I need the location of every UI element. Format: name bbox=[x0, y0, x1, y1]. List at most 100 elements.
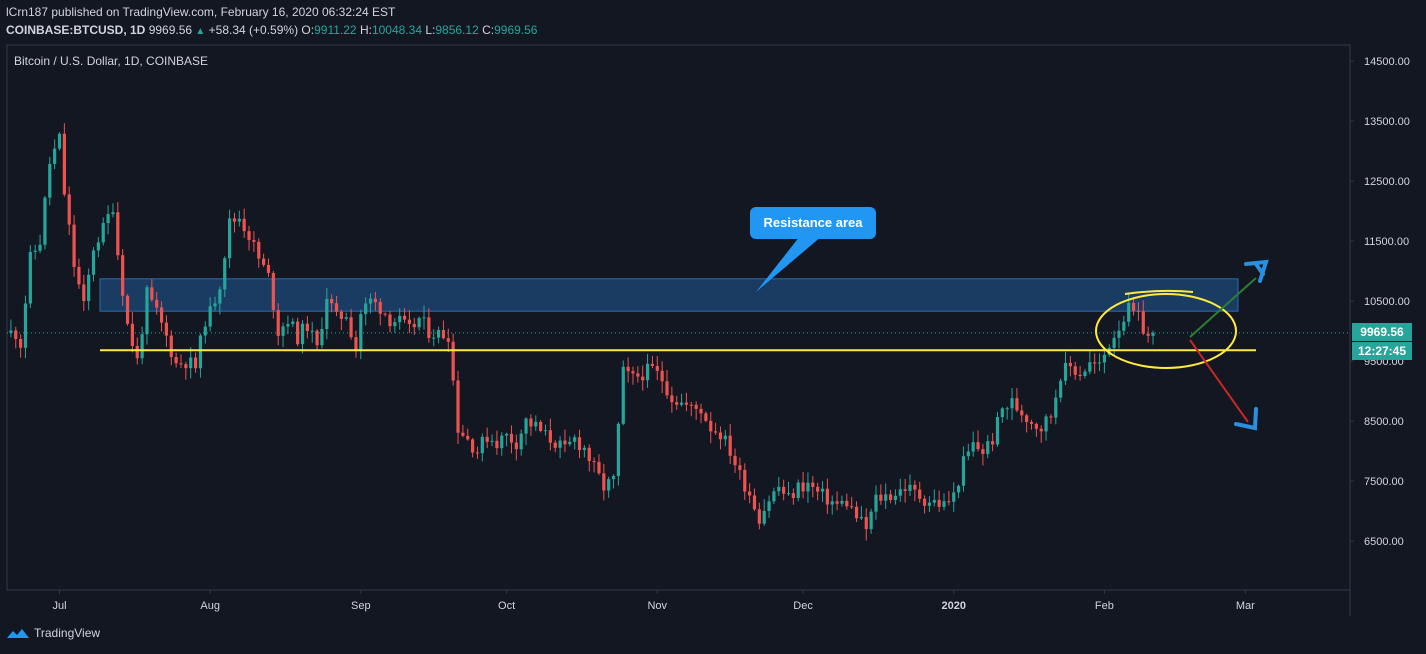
candle[interactable] bbox=[1083, 368, 1087, 379]
candle[interactable] bbox=[718, 426, 723, 450]
candle[interactable] bbox=[568, 436, 572, 447]
candle[interactable] bbox=[189, 347, 193, 379]
candle[interactable] bbox=[898, 478, 902, 502]
candle[interactable] bbox=[1020, 404, 1024, 423]
candle[interactable] bbox=[981, 443, 985, 466]
candle[interactable] bbox=[1097, 353, 1102, 372]
candle[interactable] bbox=[57, 132, 62, 151]
candle[interactable] bbox=[529, 414, 533, 436]
candle[interactable] bbox=[330, 294, 334, 313]
candle[interactable] bbox=[786, 481, 791, 496]
candle[interactable] bbox=[432, 329, 436, 347]
candle[interactable] bbox=[1122, 315, 1126, 336]
candle[interactable] bbox=[908, 474, 912, 496]
candle[interactable] bbox=[500, 432, 504, 456]
candle[interactable] bbox=[879, 484, 883, 505]
candle[interactable] bbox=[242, 208, 246, 238]
candle[interactable] bbox=[611, 474, 616, 489]
candle[interactable] bbox=[874, 485, 878, 520]
candle[interactable] bbox=[164, 315, 169, 347]
candle[interactable] bbox=[446, 328, 450, 353]
candle[interactable] bbox=[689, 401, 693, 417]
candle[interactable] bbox=[296, 317, 300, 347]
candle[interactable] bbox=[592, 457, 596, 473]
candle[interactable] bbox=[174, 352, 178, 368]
candle[interactable] bbox=[223, 256, 227, 298]
candle[interactable] bbox=[757, 502, 761, 530]
candle[interactable] bbox=[23, 295, 28, 359]
candle[interactable] bbox=[237, 210, 241, 227]
candle[interactable] bbox=[952, 482, 956, 512]
candle[interactable] bbox=[271, 271, 275, 319]
candle[interactable] bbox=[203, 321, 207, 344]
candle[interactable] bbox=[1078, 365, 1082, 381]
candle[interactable] bbox=[184, 361, 188, 380]
candle[interactable] bbox=[534, 415, 538, 431]
candle[interactable] bbox=[466, 428, 470, 441]
candle[interactable] bbox=[1039, 425, 1043, 443]
candle[interactable] bbox=[543, 424, 548, 436]
candle[interactable] bbox=[699, 403, 703, 424]
candle[interactable] bbox=[971, 431, 975, 457]
candle[interactable] bbox=[388, 311, 392, 333]
candle[interactable] bbox=[461, 424, 465, 438]
candle[interactable] bbox=[354, 330, 358, 358]
candle[interactable] bbox=[835, 491, 839, 511]
candle[interactable] bbox=[155, 291, 159, 315]
candle[interactable] bbox=[636, 366, 640, 383]
candle[interactable] bbox=[121, 249, 125, 306]
candle[interactable] bbox=[650, 355, 655, 369]
candle[interactable] bbox=[1127, 292, 1131, 327]
candle[interactable] bbox=[101, 217, 105, 246]
candle[interactable] bbox=[334, 295, 339, 317]
candle[interactable] bbox=[257, 238, 261, 268]
candle[interactable] bbox=[913, 480, 917, 502]
candle[interactable] bbox=[262, 253, 266, 267]
candle[interactable] bbox=[291, 318, 295, 328]
candle[interactable] bbox=[801, 471, 805, 499]
candle[interactable] bbox=[67, 186, 71, 236]
candle[interactable] bbox=[9, 319, 13, 338]
candle[interactable] bbox=[509, 425, 514, 454]
candle[interactable] bbox=[1141, 300, 1145, 336]
candle[interactable] bbox=[704, 411, 708, 423]
highlight-ellipse[interactable] bbox=[1095, 293, 1237, 369]
candle[interactable] bbox=[752, 488, 757, 512]
candle[interactable] bbox=[495, 430, 499, 456]
candle[interactable] bbox=[888, 489, 893, 504]
candle[interactable] bbox=[626, 357, 630, 383]
candle[interactable] bbox=[325, 287, 329, 340]
candle[interactable] bbox=[383, 312, 387, 317]
candle[interactable] bbox=[252, 231, 256, 252]
candle[interactable] bbox=[932, 489, 936, 507]
candle[interactable] bbox=[378, 298, 382, 326]
candle[interactable] bbox=[582, 445, 586, 458]
candle[interactable] bbox=[106, 205, 110, 235]
candle[interactable] bbox=[607, 476, 611, 498]
candle[interactable] bbox=[796, 479, 800, 502]
candle[interactable] bbox=[266, 258, 271, 277]
candle[interactable] bbox=[714, 422, 718, 435]
candle[interactable] bbox=[1136, 302, 1141, 321]
candle[interactable] bbox=[344, 312, 348, 321]
candle[interactable] bbox=[859, 505, 863, 521]
candle[interactable] bbox=[62, 123, 66, 197]
candle[interactable] bbox=[228, 209, 232, 268]
candle[interactable] bbox=[845, 493, 849, 510]
candle[interactable] bbox=[927, 496, 932, 513]
candle[interactable] bbox=[456, 370, 460, 445]
candle[interactable] bbox=[694, 401, 698, 420]
candle[interactable] bbox=[850, 496, 854, 510]
candle[interactable] bbox=[145, 285, 149, 345]
candle[interactable] bbox=[373, 291, 377, 311]
candle[interactable] bbox=[587, 444, 591, 472]
candle[interactable] bbox=[475, 446, 480, 459]
candle[interactable] bbox=[577, 429, 582, 459]
candle[interactable] bbox=[539, 419, 543, 433]
candle[interactable] bbox=[407, 310, 412, 334]
candle[interactable] bbox=[169, 330, 173, 366]
candle[interactable] bbox=[709, 412, 713, 444]
candle[interactable] bbox=[660, 361, 664, 394]
candle[interactable] bbox=[1117, 320, 1121, 349]
candle[interactable] bbox=[505, 432, 509, 447]
